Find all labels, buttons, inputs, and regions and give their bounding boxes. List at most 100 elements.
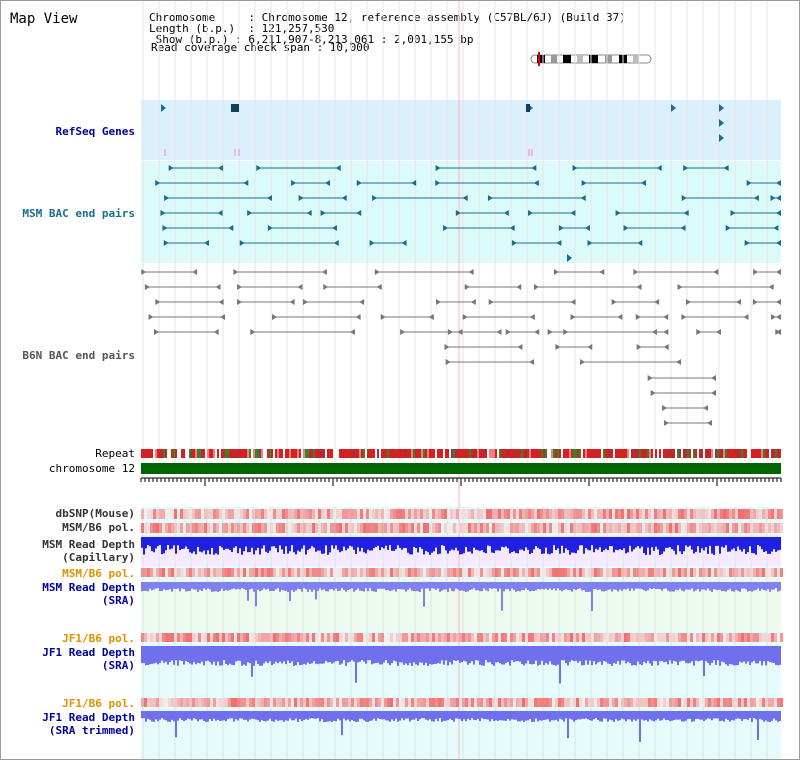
- msm-b6-pol-cell: [369, 568, 372, 577]
- repeat-segment: [769, 449, 771, 458]
- b6n-bac-end: [711, 390, 716, 396]
- msm-b6-pol-cell: [570, 523, 573, 533]
- jf1-depth-sra-bar: [179, 646, 181, 661]
- msm-b6-pol-cell: [510, 568, 513, 577]
- jf1-depth-trim-bar: [299, 711, 301, 720]
- msm-depth-cap-bar: [279, 537, 281, 546]
- jf1-depth-sra-bar: [259, 646, 261, 666]
- jf1-depth-sra-bar: [257, 646, 259, 664]
- dbsnp-cell: [636, 509, 639, 519]
- msm-b6-pol-cell: [738, 523, 741, 533]
- msm-b6-pol-cell: [177, 568, 180, 577]
- jf1-depth-sra-bar: [765, 646, 767, 666]
- msm-depth-cap-bar: [281, 537, 283, 550]
- jf1-b6-pol-cell: [357, 633, 360, 642]
- jf1-b6-pol-cell: [612, 633, 615, 642]
- msm-depth-cap-bar: [575, 537, 577, 554]
- jf1-depth-sra-bar: [357, 646, 359, 663]
- jf1-b6-pol-cell: [291, 633, 294, 642]
- msm-b6-pol-cell: [324, 523, 327, 533]
- msm-bac-end: [656, 165, 662, 171]
- msm-b6-pol-cell: [672, 523, 675, 533]
- repeat-segment: [409, 449, 411, 458]
- msm-depth-sra-bar: [619, 582, 621, 590]
- jf1-depth-sra-bar: [355, 646, 357, 683]
- jf1-b6-pol-cell: [234, 698, 237, 707]
- msm-depth-cap-bar: [389, 537, 391, 546]
- jf1-depth-sra-bar: [175, 646, 177, 661]
- jf1-depth-sra-bar: [469, 646, 471, 664]
- msm-depth-sra-bar: [763, 582, 765, 591]
- msm-depth-cap-bar: [271, 537, 273, 547]
- jf1-depth-trim-bar: [403, 711, 405, 721]
- jf1-depth-sra-bar: [391, 646, 393, 664]
- msm-depth-sra-bar: [501, 582, 503, 611]
- msm-depth-cap-bar: [387, 537, 389, 550]
- msm-depth-cap-bar: [379, 537, 381, 551]
- dbsnp-cell: [396, 509, 399, 519]
- msm-depth-sra-bar: [709, 582, 711, 591]
- dbsnp-cell: [219, 509, 222, 519]
- repeat-segment: [393, 449, 395, 458]
- jf1-b6-pol-cell: [549, 698, 552, 707]
- repeat-segment: [519, 449, 521, 458]
- jf1-depth-sra-bar: [537, 646, 539, 666]
- msm-depth-cap-bar: [369, 537, 371, 551]
- b6n-bac-end: [617, 314, 623, 320]
- jf1-b6-pol-cell: [666, 698, 669, 707]
- jf1-depth-sra-bar: [349, 646, 351, 662]
- repeat-segment: [345, 449, 347, 458]
- msm-depth-sra-bar: [259, 582, 261, 592]
- jf1-depth-trim-bar: [425, 711, 427, 720]
- repeat-segment: [293, 449, 295, 458]
- jf1-b6-pol-cell: [270, 698, 273, 707]
- msm-depth-cap-bar: [227, 537, 229, 549]
- msm-depth-sra-bar: [407, 582, 409, 590]
- dbsnp-cell: [306, 509, 309, 519]
- repeat-segment: [385, 449, 387, 458]
- msm-depth-sra-bar: [479, 582, 481, 592]
- msm-depth-cap-bar: [715, 537, 717, 546]
- jf1-depth-trim-bar: [281, 711, 283, 721]
- msm-b6-pol-cell: [678, 568, 681, 577]
- jf1-b6-pol-cell: [237, 698, 240, 707]
- dbsnp-cell: [495, 509, 498, 519]
- repeat-segment: [153, 449, 155, 458]
- msm-depth-sra-bar: [331, 582, 333, 589]
- jf1-depth-sra-bar: [641, 646, 643, 666]
- jf1-depth-sra-bar: [371, 646, 373, 665]
- dbsnp-cell: [213, 509, 216, 519]
- jf1-depth-sra-bar: [351, 646, 353, 661]
- msm-depth-sra-bar: [685, 582, 687, 590]
- repeat-segment: [477, 449, 479, 458]
- jf1-depth-sra-bar: [603, 646, 605, 661]
- msm-depth-cap-bar: [457, 537, 459, 551]
- repeat-segment: [485, 449, 487, 458]
- msm-depth-cap-bar: [519, 537, 521, 550]
- msm-depth-cap-bar: [535, 537, 537, 547]
- dbsnp-cell: [153, 509, 156, 519]
- msm-depth-cap-bar: [409, 537, 411, 555]
- jf1-depth-trim-bar: [413, 711, 415, 720]
- b6n-bac-end: [663, 344, 669, 350]
- msm-b6-pol-cell: [285, 523, 288, 533]
- msm-bac-end: [320, 210, 326, 216]
- jf1-b6-pol-cell: [267, 633, 270, 642]
- jf1-depth-sra-bar: [247, 646, 249, 663]
- msm-depth-sra-bar: [357, 582, 359, 589]
- msm-depth-sra-bar: [373, 582, 375, 592]
- msm-depth-sra-bar: [689, 582, 691, 590]
- msm-depth-sra-bar: [187, 582, 189, 592]
- msm-depth-sra-bar: [267, 582, 269, 589]
- jf1-b6-pol-cell: [582, 698, 585, 707]
- jf1-b6-pol-cell: [381, 633, 384, 642]
- jf1-depth-sra-bar: [503, 646, 505, 665]
- msm-b6-pol-cell: [261, 568, 264, 577]
- msm-depth-cap-bar: [489, 537, 491, 547]
- jf1-depth-trim-bar: [153, 711, 155, 722]
- msm-depth-cap-bar: [309, 537, 311, 549]
- dbsnp-cell: [663, 509, 666, 519]
- msm-b6-pol-cell: [762, 568, 765, 577]
- jf1-depth-trim-bar: [197, 711, 199, 722]
